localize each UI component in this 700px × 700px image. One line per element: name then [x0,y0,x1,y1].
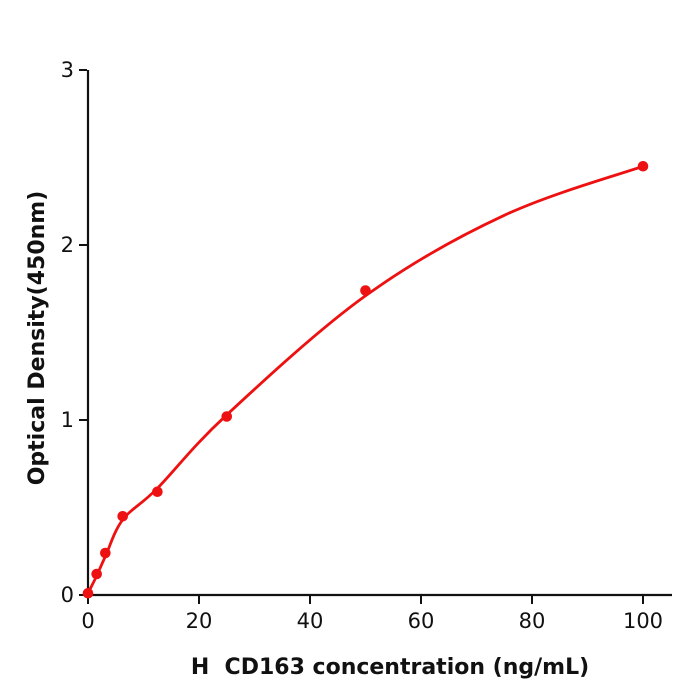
axis-spines [86,70,672,597]
data-points [82,160,649,599]
data-point [100,547,111,559]
axes [86,70,672,597]
data-point [360,285,371,296]
data-point [637,160,649,172]
tick-marks-and-labels: 0 20 40 60 80 100 0 1 2 3 [61,58,663,633]
data-point [117,510,128,522]
y-axis-title: Optical Density(450nm) [25,191,50,486]
x-tick-label: 60 [408,609,435,633]
data-point [221,411,233,422]
data-point [91,568,102,580]
data-point [82,587,94,599]
y-tick-label: 2 [61,233,74,257]
y-tick-label: 3 [61,58,74,82]
x-tick-label: 20 [186,609,213,633]
fit-curve-line [86,164,645,595]
x-tick-label: 80 [519,609,546,633]
x-axis-title: H CD163 concentration (ng/mL) [191,655,589,680]
x-tick-label: 40 [297,609,324,633]
data-point [152,486,163,498]
x-tick-label: 0 [81,609,94,633]
fit-curve [86,164,645,595]
y-tick-label: 0 [61,583,74,607]
x-tick-label: 100 [623,609,663,633]
y-tick-label: 1 [61,408,74,432]
